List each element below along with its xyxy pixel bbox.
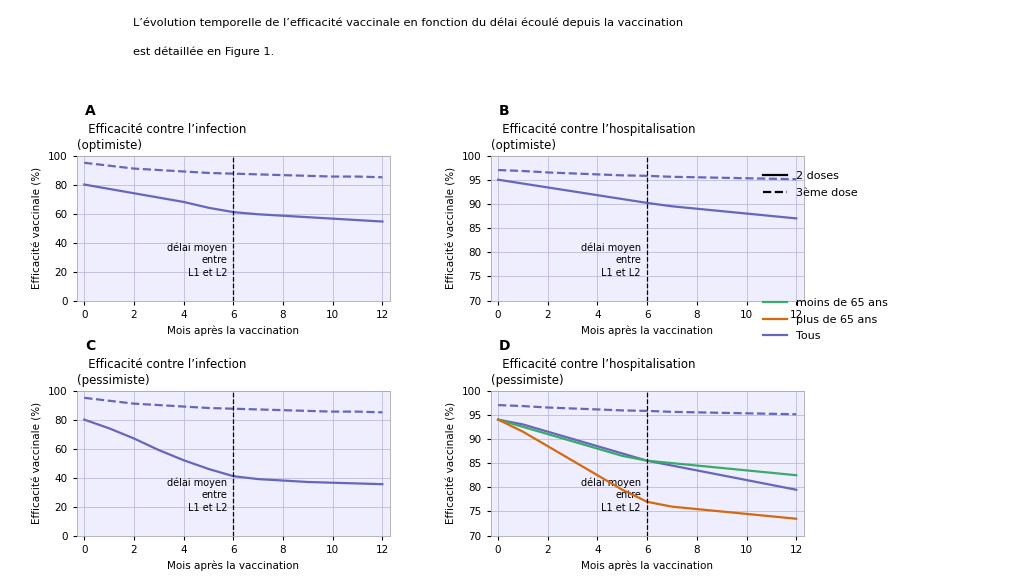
X-axis label: Mois après la vaccination: Mois après la vaccination (582, 325, 713, 336)
Text: Efficacité contre l’infection
(optimiste): Efficacité contre l’infection (optimiste… (77, 123, 246, 151)
Text: B: B (499, 104, 510, 118)
Y-axis label: Efficacité vaccinale (%): Efficacité vaccinale (%) (446, 167, 457, 289)
Text: délai moyen
entre
L1 et L2: délai moyen entre L1 et L2 (167, 478, 227, 513)
Y-axis label: Efficacité vaccinale (%): Efficacité vaccinale (%) (33, 167, 43, 289)
Text: L’évolution temporelle de l’efficacité vaccinale en fonction du délai écoulé dep: L’évolution temporelle de l’efficacité v… (133, 17, 683, 28)
Text: Efficacité contre l’hospitalisation
(optimiste): Efficacité contre l’hospitalisation (opt… (490, 123, 695, 151)
X-axis label: Mois après la vaccination: Mois après la vaccination (167, 325, 299, 336)
Text: délai moyen
entre
L1 et L2: délai moyen entre L1 et L2 (581, 242, 641, 278)
Text: C: C (85, 339, 95, 353)
Legend: 2 doses, 3ème dose: 2 doses, 3ème dose (758, 167, 862, 202)
Text: D: D (499, 339, 510, 353)
Text: délai moyen
entre
L1 et L2: délai moyen entre L1 et L2 (167, 242, 227, 278)
Y-axis label: Efficacité vaccinale (%): Efficacité vaccinale (%) (446, 402, 457, 524)
Text: A: A (85, 104, 95, 118)
Legend: moins de 65 ans, plus de 65 ans, Tous: moins de 65 ans, plus de 65 ans, Tous (758, 294, 892, 346)
X-axis label: Mois après la vaccination: Mois après la vaccination (582, 560, 713, 571)
Text: Efficacité contre l’hospitalisation
(pessimiste): Efficacité contre l’hospitalisation (pes… (490, 358, 695, 386)
Y-axis label: Efficacité vaccinale (%): Efficacité vaccinale (%) (33, 402, 43, 524)
Text: Efficacité contre l’infection
(pessimiste): Efficacité contre l’infection (pessimist… (77, 358, 246, 386)
Text: délai moyen
entre
L1 et L2: délai moyen entre L1 et L2 (581, 478, 641, 513)
Text: est détaillée en Figure 1.: est détaillée en Figure 1. (133, 46, 274, 56)
X-axis label: Mois après la vaccination: Mois après la vaccination (167, 560, 299, 571)
